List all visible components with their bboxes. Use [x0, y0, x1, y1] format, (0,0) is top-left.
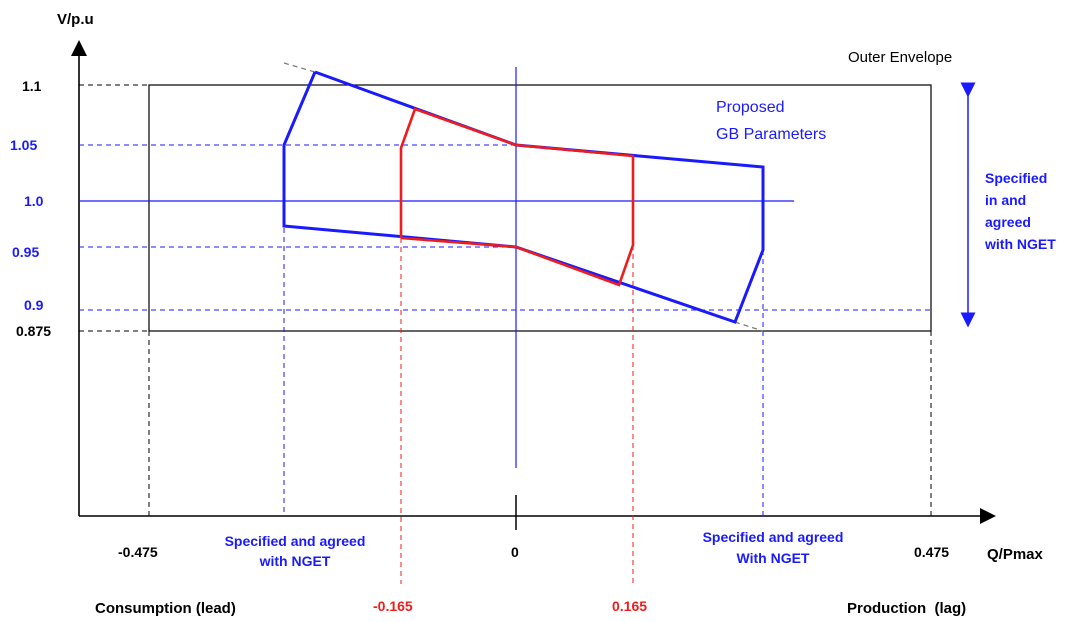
y-tick-0-875: 0.875	[16, 323, 51, 339]
x-tick-pos-0-165: 0.165	[612, 598, 647, 614]
y-tick-1-0: 1.0	[24, 193, 44, 209]
x-tick-pos-0-475: 0.475	[914, 544, 949, 560]
specified-left-label-1: Specified and agreed	[225, 533, 366, 549]
x-tick-zero: 0	[511, 544, 519, 560]
y-axis-title: V/p.u	[57, 11, 94, 28]
y-tick-1-05: 1.05	[10, 137, 37, 153]
production-label: Production (lag)	[847, 600, 966, 617]
y-tick-1-1: 1.1	[22, 78, 42, 94]
slope-extension-bottom	[734, 321, 764, 332]
proposed-gb-label-1: Proposed	[716, 99, 785, 116]
specified-right-label-1: Specified	[985, 170, 1047, 186]
slope-extension-top	[283, 62, 316, 73]
consumption-label: Consumption (lead)	[95, 600, 236, 617]
outer-envelope-label: Outer Envelope	[848, 49, 952, 66]
proposed-gb-label-2: GB Parameters	[716, 126, 826, 143]
specified-mid-label-2: With NGET	[737, 550, 810, 566]
specified-right-label-4: with NGET	[984, 236, 1056, 252]
x-axis-title: Q/Pmax	[987, 546, 1044, 563]
specified-right-label-2: in and	[985, 192, 1026, 208]
x-tick-neg-0-475: -0.475	[118, 544, 158, 560]
y-tick-0-95: 0.95	[12, 244, 39, 260]
specified-mid-label-1: Specified and agreed	[703, 529, 844, 545]
proposed-gb-polygon	[399, 107, 635, 287]
outer-envelope-box	[148, 84, 932, 332]
specified-right-label-3: agreed	[985, 214, 1031, 230]
specified-left-label-2: with NGET	[259, 553, 331, 569]
specified-envelope-polygon	[282, 70, 765, 324]
x-tick-neg-0-165: -0.165	[373, 598, 413, 614]
y-tick-0-9: 0.9	[24, 297, 44, 313]
